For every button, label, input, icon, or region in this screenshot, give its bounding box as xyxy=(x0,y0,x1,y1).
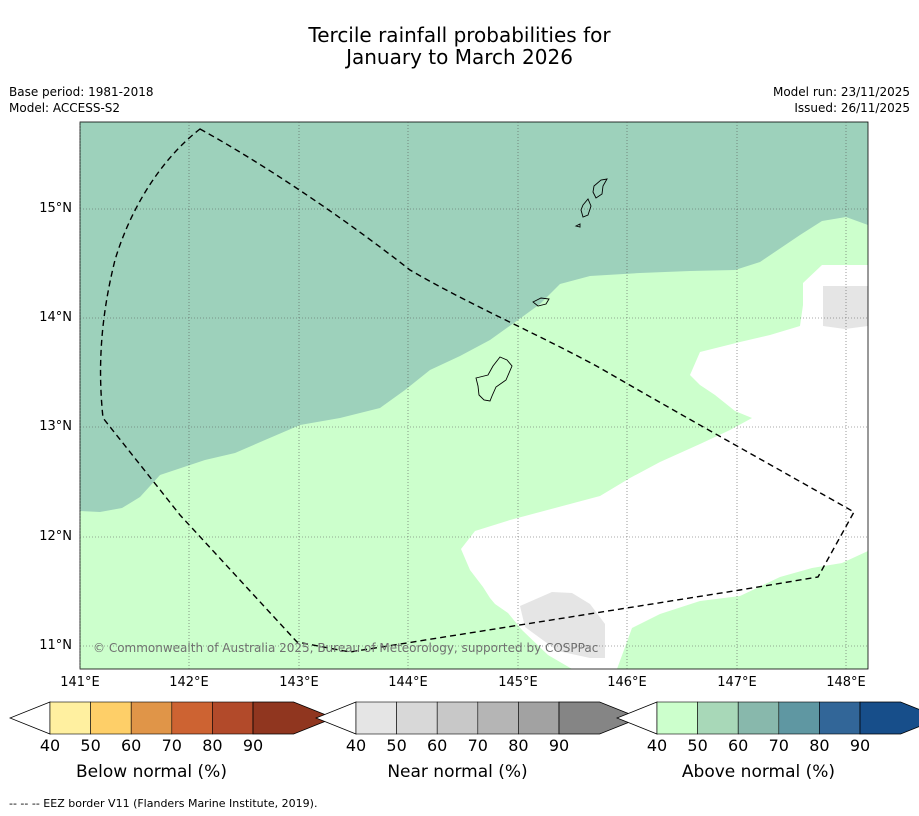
colorbar-tick-label: 80 xyxy=(202,736,223,755)
colorbar-segment xyxy=(49,701,91,735)
latitude-label: 14°N xyxy=(39,310,72,325)
above-50-60-region xyxy=(80,122,868,512)
colorbar-tick-label: 50 xyxy=(687,736,708,755)
map-gridlines xyxy=(79,122,868,669)
colorbar-segment xyxy=(355,701,397,735)
issued-text: Issued: 26/11/2025 xyxy=(794,101,910,115)
colorbar-segment xyxy=(697,701,739,735)
longitude-label: 148°E xyxy=(826,675,866,690)
colorbar-segment xyxy=(656,701,698,735)
longitude-label: 146°E xyxy=(607,675,647,690)
rota-outline xyxy=(532,297,550,307)
longitude-label: 141°E xyxy=(60,675,100,690)
colorbar-title: Below normal (%) xyxy=(76,762,227,782)
colorbar-segment xyxy=(778,701,820,735)
copyright-text: © Commonwealth of Australia 2025, Bureau… xyxy=(93,641,599,655)
colorbar-tick-label: 80 xyxy=(809,736,830,755)
colorbar-segment xyxy=(90,701,132,735)
tinian-outline xyxy=(580,198,592,218)
colorbar-segment xyxy=(518,701,560,735)
colorbar-segment xyxy=(477,701,519,735)
colorbar-tick-label: 80 xyxy=(508,736,529,755)
colorbar-low-extension xyxy=(616,701,658,735)
map-title-line1: Tercile rainfall probabilities for xyxy=(308,23,611,47)
guam-outline xyxy=(475,356,513,402)
colorbar-high-extension xyxy=(558,701,641,735)
saipan-outline xyxy=(592,178,608,199)
meta-left: Base period: 1981-2018 Model: ACCESS-S2 xyxy=(9,84,154,116)
colorbar-tick-label: 70 xyxy=(768,736,789,755)
base-period-text: Base period: 1981-2018 xyxy=(9,85,154,99)
colorbar-title: Near normal (%) xyxy=(387,762,528,782)
model-run-text: Model run: 23/11/2025 xyxy=(772,85,910,99)
colorbar-segment xyxy=(171,701,213,735)
colorbar-tick-label: 50 xyxy=(80,736,101,755)
island-outlines xyxy=(475,178,608,402)
eez-border xyxy=(99,128,855,653)
colorbar-segment xyxy=(396,701,438,735)
model-text: Model: ACCESS-S2 xyxy=(9,101,121,115)
colorbar-tick-label: 40 xyxy=(646,736,668,755)
colorbar-segment xyxy=(436,701,479,735)
colorbar-low-extension xyxy=(315,701,357,735)
colorbar-tick-label: 60 xyxy=(121,736,142,755)
longitude-label: 142°E xyxy=(169,675,209,690)
colorbar-tick-label: 40 xyxy=(39,736,61,755)
colorbar-tick-label: 50 xyxy=(386,736,407,755)
longitude-label: 147°E xyxy=(717,675,757,690)
latitude-label: 15°N xyxy=(39,201,72,216)
latitude-label: 11°N xyxy=(39,638,72,653)
colorbar-above xyxy=(616,701,919,735)
colorbar-tick-label: 90 xyxy=(849,736,871,755)
colorbar-title: Above normal (%) xyxy=(681,762,836,782)
longitude-label: 145°E xyxy=(498,675,538,690)
colorbar-tick-label: 40 xyxy=(345,736,367,755)
colorbar-tick-label: 70 xyxy=(467,736,488,755)
map-title-line2: January to March 2026 xyxy=(346,45,573,69)
longitude-label: 143°E xyxy=(279,675,319,690)
latitude-label: 12°N xyxy=(39,529,72,544)
colorbar-low-extension xyxy=(9,701,51,735)
colorbar-high-extension xyxy=(859,701,919,735)
colorbar-tick-label: 60 xyxy=(728,736,749,755)
aguijan-outline xyxy=(574,223,581,228)
colorbar-tick-label: 60 xyxy=(427,736,448,755)
colorbar-segment xyxy=(212,701,254,735)
colorbar-segment xyxy=(737,701,780,735)
meta-right: Model run: 23/11/2025 Issued: 26/11/2025 xyxy=(773,84,910,116)
colorbar-near xyxy=(315,701,641,735)
colorbar-segment xyxy=(819,701,861,735)
eez-footnote: -- -- -- EEZ border V11 (Flanders Marine… xyxy=(9,797,318,810)
colorbar-tick-label: 90 xyxy=(242,736,264,755)
latitude-label: 13°N xyxy=(39,419,72,434)
near-40-50-region-east xyxy=(823,286,868,329)
near-40-50-region-south xyxy=(520,592,605,658)
colorbar-tick-label: 70 xyxy=(161,736,182,755)
colorbar-segment xyxy=(130,701,173,735)
colorbar-high-extension xyxy=(252,701,335,735)
longitude-label: 144°E xyxy=(388,675,428,690)
no-signal-region-south xyxy=(461,265,868,669)
colorbar-tick-label: 90 xyxy=(548,736,570,755)
colorbar-below xyxy=(9,701,335,735)
